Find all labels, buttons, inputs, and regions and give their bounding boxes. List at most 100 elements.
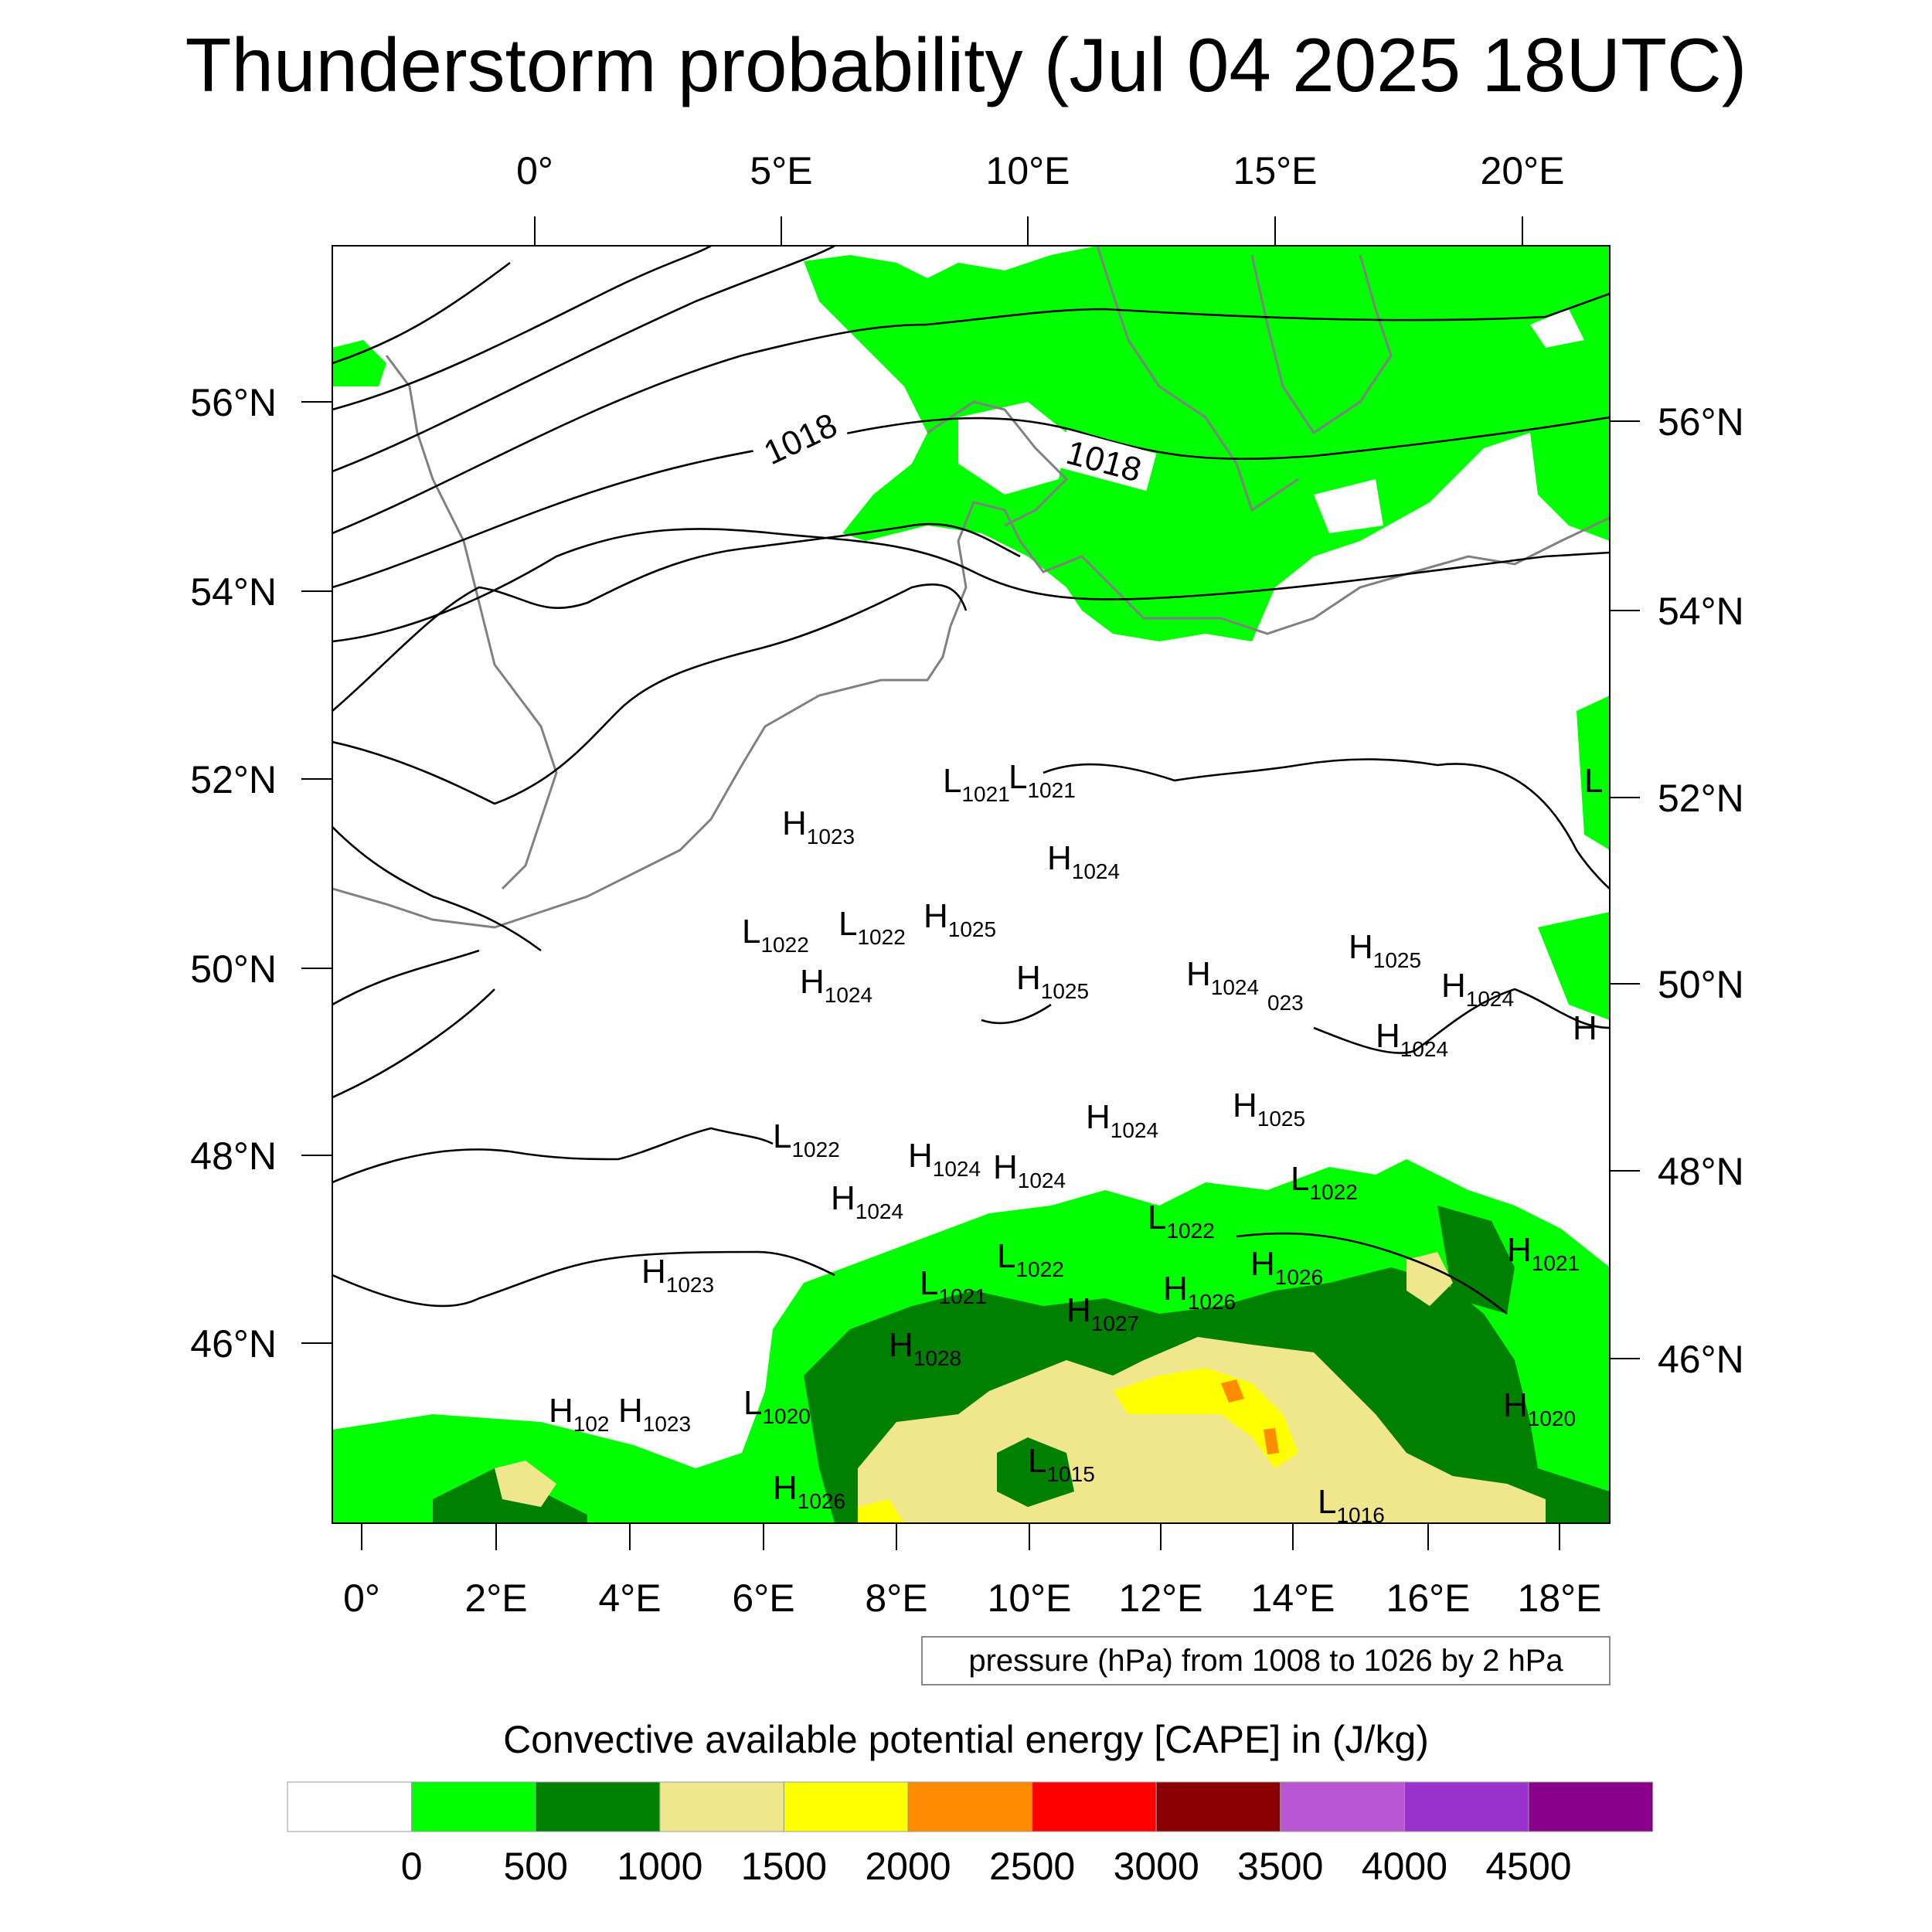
colorbar-tick-label: 1500 xyxy=(741,1845,827,1888)
pressure-center-label: L1022 xyxy=(838,905,906,949)
right-lat-labels: 56°N 54°N 52°N 50°N 48°N 46°N xyxy=(1658,400,1744,1381)
pressure-center-label: H1026 xyxy=(773,1469,845,1513)
pressure-center-label: H1026 xyxy=(1250,1245,1323,1289)
right-lat-label: 48°N xyxy=(1658,1150,1744,1193)
pressure-center-label: H xyxy=(1573,1009,1597,1047)
pressure-center-label: H1024 xyxy=(1086,1098,1158,1142)
pressure-center-label: L1022 xyxy=(742,913,809,957)
top-lon-label: 0° xyxy=(516,149,553,192)
colorbar-swatch xyxy=(411,1781,536,1832)
cape-region-east-dark xyxy=(1437,1206,1515,1314)
top-lon-label: 5°E xyxy=(750,149,812,192)
right-lat-label: 56°N xyxy=(1658,400,1744,444)
colorbar-swatch xyxy=(1280,1781,1405,1832)
bottom-lon-label: 14°E xyxy=(1251,1577,1335,1620)
colorbar-title: Convective available potential energy [C… xyxy=(503,1718,1429,1761)
pressure-center-label: H1028 xyxy=(889,1326,961,1370)
colorbar-swatch xyxy=(659,1781,784,1832)
colorbar-tick-label: 3500 xyxy=(1237,1845,1323,1888)
map-frame xyxy=(332,245,1611,1524)
top-ticks xyxy=(534,216,1523,246)
left-lat-label: 48°N xyxy=(190,1134,277,1178)
isobar-labels: 1018 1018 xyxy=(747,399,1157,492)
pressure-centers: L1021L1021H1023H1024L1022L1022H1025H1024… xyxy=(549,758,1603,1527)
pressure-center-label: H1020 xyxy=(1503,1386,1576,1430)
coastlines xyxy=(332,246,1610,929)
cape-region-north xyxy=(804,246,1610,641)
pressure-center-label: H1025 xyxy=(1349,928,1421,972)
bottom-lon-label: 12°E xyxy=(1119,1577,1203,1620)
pressure-center-label: H1024 xyxy=(993,1148,1066,1192)
map-title: Thunderstorm probability (Jul 04 2025 18… xyxy=(185,22,1747,107)
pressure-center-label: H1021 xyxy=(1507,1231,1580,1275)
cape-fill-layer xyxy=(332,246,1610,1523)
colorbar-tick-label: 2000 xyxy=(865,1845,951,1888)
left-lat-label: 50°N xyxy=(190,947,277,991)
left-lat-label: 54°N xyxy=(190,570,277,614)
pressure-center-label: H1024 xyxy=(831,1179,903,1223)
pressure-center-label: H1024 xyxy=(908,1137,981,1181)
colorbar-labels: 0 500 1000 1500 2000 2500 3000 3500 4000 4500 xyxy=(401,1845,1572,1888)
colorbar-swatch xyxy=(783,1781,909,1832)
top-lon-label: 20°E xyxy=(1481,149,1565,192)
bottom-lon-label: 6°E xyxy=(732,1577,794,1620)
pressure-center-label: L1020 xyxy=(743,1384,811,1428)
colorbar-tick-label: 500 xyxy=(503,1845,567,1888)
pressure-center-label: L1016 xyxy=(1318,1483,1385,1527)
cape-hole-1 xyxy=(958,402,1066,495)
pressure-center-label: H1025 xyxy=(1016,959,1089,1003)
pressure-center-label: H1024 xyxy=(1047,839,1120,883)
bottom-lon-label: 10°E xyxy=(988,1577,1072,1620)
cape-hole-2 xyxy=(1530,309,1584,348)
pressure-center-label: H1025 xyxy=(1233,1087,1305,1131)
colorbar-tick-label: 4000 xyxy=(1362,1845,1447,1888)
contour-info-box xyxy=(921,1636,1611,1685)
colorbar-swatch xyxy=(907,1781,1033,1832)
cape-region-east xyxy=(1577,696,1610,850)
colorbar-tick-label: 1000 xyxy=(617,1845,702,1888)
bottom-lon-label: 4°E xyxy=(598,1577,661,1620)
top-lon-labels: 0° 5°E 10°E 15°E 20°E xyxy=(516,149,1564,192)
left-lat-label: 46°N xyxy=(190,1322,277,1366)
colorbar-swatch xyxy=(535,1781,661,1832)
top-lon-label: 15°E xyxy=(1233,149,1318,192)
colorbar-tick-label: 3000 xyxy=(1114,1845,1199,1888)
cape-region-yellow2 xyxy=(858,1499,904,1523)
cape-dark-patch xyxy=(997,1437,1074,1507)
cape-region-east2 xyxy=(1538,912,1610,1020)
pressure-center-label: L xyxy=(1584,762,1603,800)
left-lat-label: 52°N xyxy=(190,758,277,801)
pressure-center-label: L1022 xyxy=(1291,1160,1358,1204)
colorbar-tick-label: 0 xyxy=(401,1845,423,1888)
right-lat-label: 46°N xyxy=(1658,1338,1744,1381)
cape-hole-3 xyxy=(1314,479,1383,533)
pressure-center-label: L1015 xyxy=(1028,1442,1095,1486)
pressure-center-label: L1021 xyxy=(1009,758,1076,802)
bottom-lon-label: 16°E xyxy=(1386,1577,1471,1620)
bottom-lon-labels: 0° 2°E 4°E 6°E 8°E 10°E 12°E 14°E 16°E 1… xyxy=(343,1577,1601,1620)
pressure-center-label: L1022 xyxy=(997,1237,1064,1281)
bottom-lon-label: 2°E xyxy=(464,1577,527,1620)
isobars xyxy=(332,246,1610,1315)
pressure-center-label: H1024 xyxy=(1186,955,1259,999)
pressure-center-label: H1024 xyxy=(800,963,872,1007)
pressure-center-label: H1023 xyxy=(782,804,855,849)
pressure-center-label: H1024 xyxy=(1376,1017,1448,1061)
pressure-center-label: H102 xyxy=(549,1392,610,1436)
colorbar-tick-label: 4500 xyxy=(1485,1845,1571,1888)
bottom-ticks xyxy=(361,1523,1560,1550)
right-lat-label: 54°N xyxy=(1658,590,1744,633)
pressure-center-label: L1022 xyxy=(1148,1199,1215,1243)
cape-region-khaki3 xyxy=(495,1461,556,1507)
bottom-lon-label: 0° xyxy=(343,1577,380,1620)
pressure-center-label: H1023 xyxy=(618,1392,691,1436)
top-lon-label: 10°E xyxy=(986,149,1070,192)
contour-info-text: pressure (hPa) from 1008 to 1026 by 2 hP… xyxy=(968,1644,1563,1678)
cape-region-khaki2 xyxy=(1406,1252,1453,1306)
pressure-center-label: H1023 xyxy=(641,1253,714,1297)
right-ticks xyxy=(1610,420,1640,1359)
colorbar-swatch xyxy=(1403,1781,1529,1832)
cape-region-orange2 xyxy=(1264,1428,1279,1454)
left-lat-label: 56°N xyxy=(190,381,277,424)
